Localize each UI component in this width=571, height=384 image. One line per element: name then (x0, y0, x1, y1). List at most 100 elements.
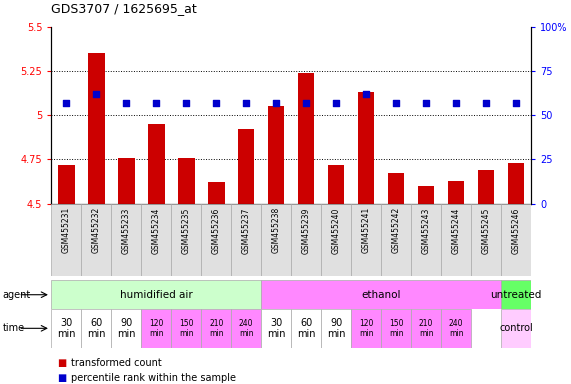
Text: GSM455239: GSM455239 (301, 207, 311, 253)
Point (452, 100, 461, 106)
Text: 150
min: 150 min (179, 319, 194, 338)
Text: GSM455235: GSM455235 (182, 207, 191, 253)
Bar (351, 309, 381, 348)
Text: GSM455237: GSM455237 (242, 207, 251, 253)
Point (272, 100, 281, 106)
Text: ■: ■ (57, 373, 66, 383)
Text: untreated: untreated (490, 290, 542, 300)
Text: 30
min: 30 min (57, 318, 75, 339)
Bar (111, 204, 142, 276)
Text: GSM455245: GSM455245 (481, 207, 490, 253)
Bar (208, 182, 224, 204)
Text: 90
min: 90 min (327, 318, 345, 339)
Text: agent: agent (3, 290, 31, 300)
Bar (261, 204, 291, 276)
Bar (171, 309, 202, 348)
Bar (418, 186, 435, 204)
Bar (171, 204, 202, 276)
Bar (381, 204, 411, 276)
Point (332, 100, 341, 106)
Text: 210
min: 210 min (419, 319, 433, 338)
Bar (148, 124, 164, 204)
Bar (268, 106, 284, 204)
Text: 90
min: 90 min (117, 318, 135, 339)
Bar (231, 204, 262, 276)
Text: GSM455246: GSM455246 (512, 207, 521, 253)
Bar (321, 204, 351, 276)
Text: 210
min: 210 min (209, 319, 223, 338)
Bar (328, 165, 344, 204)
Bar (381, 309, 411, 348)
Bar (142, 204, 171, 276)
Bar (501, 309, 531, 348)
Text: 60
min: 60 min (87, 318, 106, 339)
Bar (202, 309, 231, 348)
Text: GSM455234: GSM455234 (152, 207, 161, 253)
Point (212, 100, 221, 106)
Bar (111, 309, 142, 348)
Text: humidified air: humidified air (120, 290, 192, 300)
Text: GSM455243: GSM455243 (421, 207, 431, 253)
Bar (142, 309, 171, 348)
Bar (81, 309, 111, 348)
Text: ethanol: ethanol (361, 290, 401, 300)
Point (92, 91, 101, 97)
Bar (51, 280, 262, 309)
Text: GSM455240: GSM455240 (332, 207, 341, 253)
Text: percentile rank within the sample: percentile rank within the sample (71, 373, 236, 383)
Bar (51, 309, 82, 348)
Point (361, 91, 371, 97)
Point (301, 100, 311, 106)
Bar (411, 204, 441, 276)
Bar (261, 309, 291, 348)
Bar (178, 157, 195, 204)
Point (242, 100, 251, 106)
Text: GDS3707 / 1625695_at: GDS3707 / 1625695_at (51, 2, 197, 15)
Bar (118, 157, 135, 204)
Bar (388, 174, 404, 204)
Bar (51, 204, 82, 276)
Text: ■: ■ (57, 358, 66, 368)
Text: GSM455244: GSM455244 (452, 207, 461, 253)
Point (392, 100, 401, 106)
Bar (501, 204, 531, 276)
Bar (58, 165, 75, 204)
Text: GSM455238: GSM455238 (272, 207, 281, 253)
Bar (351, 204, 381, 276)
Bar (471, 204, 501, 276)
Bar (291, 204, 321, 276)
Text: 120
min: 120 min (359, 319, 373, 338)
Bar (358, 92, 375, 204)
Bar (448, 180, 464, 204)
Text: control: control (499, 323, 533, 333)
Point (122, 100, 131, 106)
Text: GSM455242: GSM455242 (392, 207, 401, 253)
Bar (231, 309, 262, 348)
Bar (88, 53, 104, 204)
Bar (238, 129, 255, 204)
Text: GSM455241: GSM455241 (361, 207, 371, 253)
Text: GSM455232: GSM455232 (92, 207, 101, 253)
Bar (291, 309, 321, 348)
Text: 240
min: 240 min (239, 319, 254, 338)
Text: 30
min: 30 min (267, 318, 286, 339)
Text: GSM455231: GSM455231 (62, 207, 71, 253)
Text: transformed count: transformed count (71, 358, 162, 368)
Text: 60
min: 60 min (297, 318, 315, 339)
Bar (508, 163, 524, 204)
Bar (478, 170, 494, 204)
Bar (441, 309, 471, 348)
Point (62, 100, 71, 106)
Point (182, 100, 191, 106)
Text: GSM455236: GSM455236 (212, 207, 221, 253)
Bar (81, 204, 111, 276)
Bar (202, 204, 231, 276)
Point (512, 100, 521, 106)
Point (421, 100, 431, 106)
Bar (501, 280, 531, 309)
Bar (298, 73, 315, 204)
Text: 150
min: 150 min (389, 319, 403, 338)
Point (481, 100, 490, 106)
Text: 120
min: 120 min (149, 319, 163, 338)
Bar (261, 280, 501, 309)
